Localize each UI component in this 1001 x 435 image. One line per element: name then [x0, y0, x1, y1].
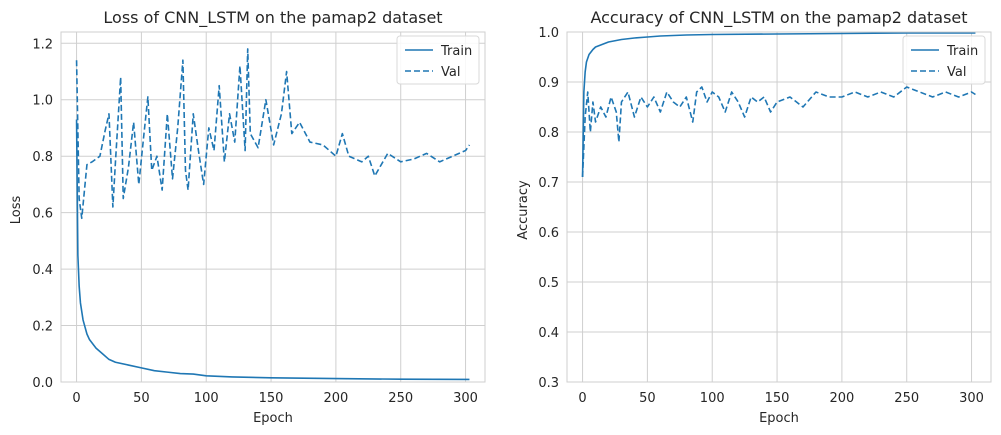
accuracy-y-tick-label: 0.8 — [538, 126, 559, 141]
loss-chart-title: Loss of CNN_LSTM on the pamap2 dataset — [103, 8, 442, 28]
accuracy-ticks: 0 50 100 150 200 250 300 0.3 0.4 0.5 0.6 0.7 0.8 0.9 1… — [538, 26, 984, 406]
loss-ticks: 0 50 100 150 200 250 300 0.0 0.2 0.4 0.6 0.8 1.0 1.2 — [32, 37, 478, 406]
loss-y-tick-label: 1.0 — [32, 94, 53, 109]
accuracy-y-tick-label: 0.7 — [538, 176, 559, 191]
accuracy-legend-label-val: Val — [947, 65, 966, 80]
loss-x-tick-label: 150 — [259, 391, 284, 406]
accuracy-x-tick-label: 150 — [765, 391, 790, 406]
loss-x-tick-label: 200 — [323, 391, 348, 406]
loss-panel: Loss of CNN_LSTM on the pamap2 dataset E… — [9, 8, 486, 426]
accuracy-y-tick-label: 1.0 — [538, 26, 559, 41]
loss-y-tick-label: 0.4 — [32, 263, 53, 278]
accuracy-y-tick-label: 0.6 — [538, 226, 559, 241]
loss-x-tick-label: 50 — [133, 391, 150, 406]
loss-y-axis-label: Loss — [9, 196, 24, 225]
loss-x-tick-label: 100 — [194, 391, 219, 406]
loss-lines — [75, 48, 471, 381]
accuracy-legend: Train Val — [902, 35, 986, 85]
loss-y-tick-label: 0.2 — [32, 320, 53, 335]
loss-legend-box — [396, 35, 480, 85]
loss-x-tick-label: 250 — [388, 391, 413, 406]
accuracy-legend-box — [902, 35, 986, 85]
accuracy-y-tick-label: 0.4 — [538, 326, 559, 341]
accuracy-lines — [581, 32, 976, 178]
loss-series-val-line — [75, 48, 471, 220]
accuracy-x-tick-label: 250 — [894, 391, 919, 406]
loss-y-tick-label: 0.8 — [32, 150, 53, 165]
accuracy-panel: Accuracy of CNN_LSTM on the pamap2 datas… — [516, 8, 992, 426]
loss-legend-label-val: Val — [441, 65, 460, 80]
accuracy-y-tick-label: 0.5 — [538, 276, 559, 291]
accuracy-x-tick-label: 0 — [578, 391, 586, 406]
accuracy-x-axis-label: Epoch — [759, 411, 799, 426]
loss-y-tick-label: 0.0 — [32, 376, 53, 391]
accuracy-legend-label-train: Train — [946, 44, 978, 59]
loss-y-tick-label: 0.6 — [32, 207, 53, 222]
accuracy-series-val-line — [581, 86, 976, 178]
accuracy-chart-title: Accuracy of CNN_LSTM on the pamap2 datas… — [590, 8, 967, 28]
accuracy-x-tick-label: 100 — [700, 391, 725, 406]
accuracy-y-tick-label: 0.3 — [538, 376, 559, 391]
accuracy-y-axis-label: Accuracy — [516, 180, 531, 240]
accuracy-x-tick-label: 200 — [829, 391, 854, 406]
loss-x-tick-label: 300 — [453, 391, 478, 406]
accuracy-plot-frame — [566, 31, 992, 383]
loss-series-train-line — [75, 119, 470, 381]
loss-legend: Train Val — [396, 35, 480, 85]
accuracy-y-tick-label: 0.9 — [538, 76, 559, 91]
accuracy-x-tick-label: 300 — [959, 391, 984, 406]
accuracy-series-train-line — [581, 32, 976, 178]
loss-plot-frame — [60, 31, 486, 383]
loss-x-tick-label: 0 — [72, 391, 80, 406]
loss-y-tick-label: 1.2 — [32, 37, 53, 52]
loss-x-axis-label: Epoch — [253, 411, 293, 426]
loss-legend-label-train: Train — [440, 44, 472, 59]
accuracy-x-tick-label: 50 — [639, 391, 656, 406]
